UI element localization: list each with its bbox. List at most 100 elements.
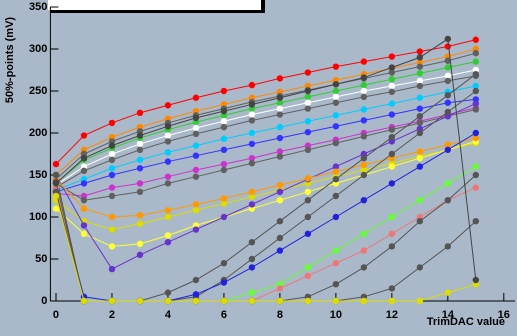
data-point <box>136 146 144 153</box>
series-line <box>55 142 476 231</box>
series-line <box>55 61 476 184</box>
data-point <box>108 297 116 305</box>
series-line <box>55 85 476 191</box>
data-point <box>388 180 396 187</box>
data-point <box>164 158 172 165</box>
data-point <box>220 123 228 131</box>
data-point <box>472 71 480 78</box>
data-point <box>444 43 452 50</box>
data-point <box>108 171 116 179</box>
data-point <box>444 141 452 148</box>
data-point <box>332 112 340 119</box>
data-point <box>416 113 424 120</box>
data-point <box>52 205 60 212</box>
data-point <box>304 93 312 101</box>
data-point <box>332 123 340 130</box>
data-point <box>360 197 368 204</box>
data-point <box>220 135 228 143</box>
data-point <box>416 155 424 162</box>
data-point <box>164 289 172 296</box>
data-point <box>136 132 144 139</box>
data-point <box>444 146 452 153</box>
data-point <box>52 192 60 200</box>
series-line <box>55 103 477 270</box>
data-point <box>416 218 424 225</box>
data-point <box>416 105 424 112</box>
series-line <box>55 107 476 197</box>
data-point <box>416 163 424 170</box>
data-point <box>248 140 256 148</box>
data-point <box>388 297 396 305</box>
x-tick-label: 6 <box>221 309 227 321</box>
data-point <box>444 108 452 116</box>
data-point <box>80 205 88 212</box>
data-point <box>332 247 340 254</box>
data-point <box>164 173 172 180</box>
data-point <box>332 260 340 267</box>
data-point <box>276 105 284 112</box>
x-tick-label: 14 <box>442 309 455 321</box>
x-tick-label: 8 <box>277 309 283 321</box>
data-point <box>304 264 312 271</box>
data-point <box>80 230 88 237</box>
data-point <box>332 176 340 183</box>
data-point <box>444 35 452 43</box>
y-tick-label: 250 <box>29 85 47 97</box>
data-point <box>472 276 480 284</box>
y-tick-label: 200 <box>29 127 47 139</box>
data-point <box>472 184 480 191</box>
data-point <box>276 197 284 204</box>
y-tick-label: 150 <box>29 169 47 181</box>
data-point <box>136 156 144 164</box>
data-point <box>360 230 368 237</box>
data-point <box>360 155 368 162</box>
data-point <box>444 99 452 106</box>
series-line <box>55 75 476 189</box>
data-point <box>444 64 452 71</box>
data-point <box>248 264 256 271</box>
data-point <box>80 222 88 229</box>
data-point <box>388 163 396 170</box>
data-point <box>276 218 284 225</box>
data-point <box>192 94 200 101</box>
data-point <box>108 165 116 172</box>
data-point <box>276 99 284 106</box>
data-point <box>388 88 396 96</box>
data-point <box>444 77 452 85</box>
x-tick-label: 10 <box>330 309 342 321</box>
data-point <box>108 184 116 191</box>
data-point <box>388 134 396 141</box>
data-point <box>332 213 340 221</box>
data-point <box>388 230 396 237</box>
data-point <box>276 111 284 118</box>
data-point <box>360 117 368 124</box>
data-point <box>472 82 480 90</box>
series-line <box>55 39 476 165</box>
data-point <box>192 276 200 284</box>
data-point <box>332 93 340 101</box>
data-point <box>304 69 312 76</box>
data-point <box>388 76 396 83</box>
data-point <box>416 63 424 70</box>
data-point <box>332 63 340 70</box>
data-point <box>332 81 340 88</box>
data-point <box>472 171 480 179</box>
data-point <box>388 82 396 90</box>
data-point <box>52 160 60 168</box>
data-point <box>388 213 396 221</box>
y-axis-label: 50%-points (mV) <box>4 17 16 104</box>
data-point <box>276 234 284 242</box>
data-point <box>248 160 256 167</box>
data-point <box>332 281 340 288</box>
data-point <box>360 171 368 179</box>
data-point <box>304 118 312 125</box>
y-tick-label: 100 <box>29 211 47 223</box>
data-point <box>360 133 368 140</box>
data-point <box>332 139 340 147</box>
series-line <box>55 195 476 302</box>
data-point <box>360 247 368 254</box>
data-point <box>136 109 144 117</box>
data-point <box>360 297 368 305</box>
data-point <box>108 150 116 158</box>
data-point <box>332 192 340 200</box>
